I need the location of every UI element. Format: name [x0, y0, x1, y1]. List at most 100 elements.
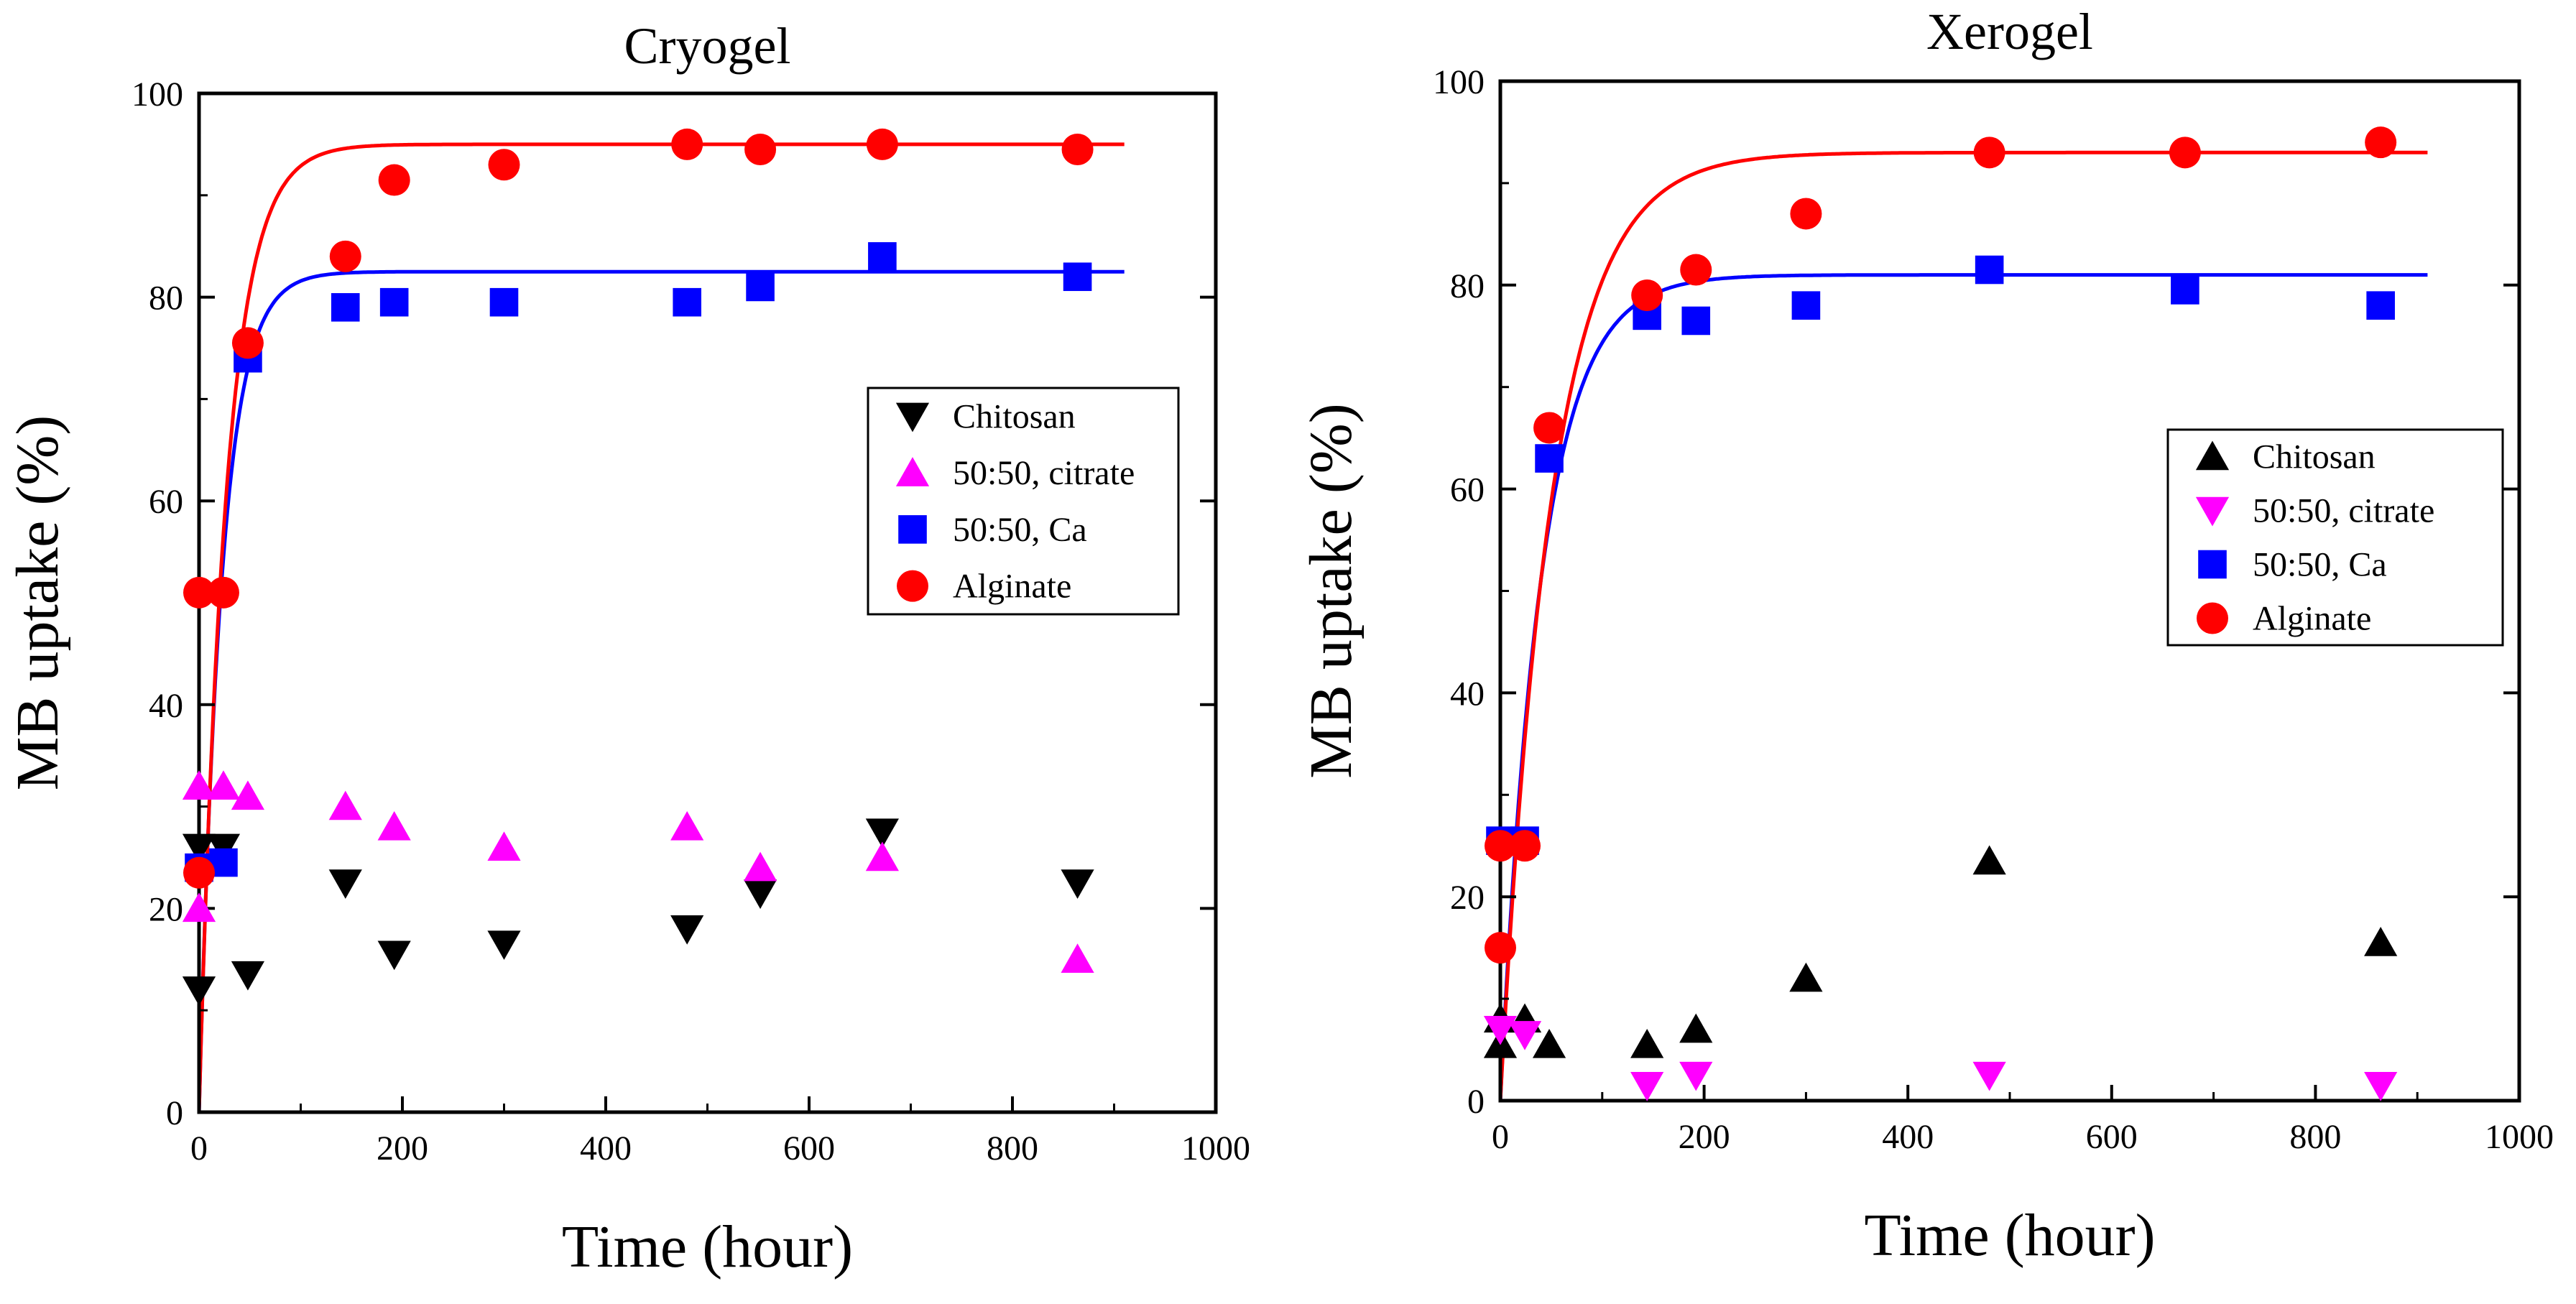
cryogel-legend-label: 50:50, Ca [953, 511, 1087, 549]
cryogel-point-50-50-citrate [206, 770, 241, 800]
xerogel-point-50-50-ca [1535, 444, 1564, 473]
cryogel-point-50-50-ca [379, 287, 409, 317]
cryogel-point-50-50-ca [746, 272, 775, 302]
cryogel-xtick-label: 1000 [1181, 1129, 1250, 1167]
xerogel-point-50-50-citrate [1679, 1061, 1713, 1091]
cryogel-point-alginate [183, 576, 215, 609]
cryogel-point-50-50-citrate [182, 770, 216, 800]
xerogel-point-chitosan [1789, 962, 1823, 992]
xerogel-xtick-label: 0 [1492, 1118, 1509, 1156]
xerogel-legend-marker [2198, 550, 2227, 579]
xerogel-point-chitosan [1532, 1028, 1566, 1058]
cryogel-point-chitosan [328, 869, 362, 899]
cryogel-point-50-50-ca [673, 287, 701, 317]
cryogel-point-50-50-ca [489, 287, 519, 317]
cryogel-point-alginate [744, 133, 777, 165]
cryogel-point-chitosan [182, 976, 216, 1006]
cryogel-point-50-50-ca [1063, 262, 1092, 292]
cryogel-xtick-label: 0 [190, 1129, 208, 1167]
cryogel-point-alginate [378, 164, 410, 196]
cryogel-point-50-50-citrate [1061, 943, 1094, 973]
cryogel-point-alginate [207, 576, 239, 609]
cryogel-y-axis-label: MB uptake (%) [4, 415, 71, 791]
xerogel-y-axis-label: MB uptake (%) [1298, 403, 1365, 779]
cryogel-point-50-50-citrate [743, 851, 777, 882]
xerogel-xtick-label: 800 [2289, 1118, 2341, 1156]
cryogel-point-50-50-ca [868, 242, 897, 271]
cryogel-legend-marker [897, 570, 928, 602]
cryogel-xtick-label: 200 [377, 1129, 428, 1167]
cryogel-point-50-50-ca [331, 292, 360, 322]
cryogel-legend-label: Alginate [953, 568, 1071, 606]
xerogel-point-50-50-ca [2171, 276, 2199, 305]
cryogel-fit-line-3 [197, 142, 1125, 1113]
xerogel-point-chitosan [1972, 845, 2006, 875]
cryogel-legend: Chitosan 50:50, citrate 50:50, Ca Alginate [867, 387, 1180, 616]
xerogel-ytick-label: 100 [1433, 63, 1485, 101]
xerogel-xtick-label: 600 [2086, 1118, 2138, 1156]
cryogel-xtick-label: 400 [580, 1129, 632, 1167]
cryogel-point-alginate [1061, 133, 1094, 165]
cryogel-point-alginate [488, 149, 520, 181]
cryogel-point-50-50-citrate [670, 810, 704, 841]
xerogel-legend: Chitosan 50:50, citrate 50:50, Ca Alginate [2166, 428, 2504, 647]
xerogel-fit-line-2 [1498, 273, 2428, 1101]
xerogel-point-alginate [1485, 830, 1516, 862]
xerogel-ytick-label: 40 [1450, 675, 1485, 713]
cryogel-ytick-label: 40 [149, 687, 183, 725]
xerogel-point-alginate [1631, 279, 1663, 311]
xerogel-xtick-label: 1000 [2485, 1118, 2554, 1156]
xerogel-point-alginate [2365, 126, 2397, 159]
xerogel-legend-marker [2197, 602, 2228, 634]
cryogel-point-chitosan [743, 879, 777, 910]
xerogel-xtick-label: 200 [1679, 1118, 1730, 1156]
cryogel-point-50-50-citrate [328, 790, 362, 820]
cryogel-point-alginate [866, 128, 898, 160]
xerogel-point-50-50-citrate [1630, 1072, 1664, 1101]
cryogel-point-alginate [231, 327, 264, 359]
xerogel-point-alginate [1973, 137, 2005, 169]
cryogel-point-chitosan [182, 833, 216, 864]
cryogel-point-chitosan [377, 940, 411, 971]
cryogel-point-alginate [671, 128, 703, 160]
xerogel-fit-line-3 [1498, 150, 2428, 1101]
xerogel-legend-marker [2195, 440, 2230, 471]
cryogel-xtick-label: 600 [783, 1129, 835, 1167]
xerogel-point-alginate [1533, 412, 1566, 444]
cryogel-point-50-50-citrate [487, 831, 521, 861]
xerogel-legend-marker [2195, 496, 2230, 527]
cryogel-xtick-label: 800 [987, 1129, 1038, 1167]
cryogel-point-chitosan [231, 961, 265, 991]
cryogel-point-50-50-citrate [377, 810, 411, 841]
xerogel-legend-label: 50:50, citrate [2253, 492, 2434, 530]
cryogel-point-50-50-citrate [182, 892, 216, 922]
xerogel-point-50-50-ca [1791, 291, 1821, 320]
cryogel-ytick-label: 100 [131, 75, 183, 114]
xerogel-ytick-label: 20 [1450, 879, 1485, 917]
xerogel-point-alginate [1680, 254, 1712, 286]
xerogel-legend-label: Chitosan [2253, 438, 2376, 476]
xerogel-point-50-50-citrate [2364, 1072, 2398, 1101]
cryogel-point-alginate [329, 240, 361, 272]
xerogel-point-alginate [1790, 198, 1822, 230]
xerogel-point-50-50-citrate [1483, 1015, 1518, 1045]
xerogel-ytick-label: 0 [1467, 1083, 1485, 1121]
cryogel-fit-line-2 [197, 269, 1125, 1113]
cryogel-point-50-50-citrate [865, 841, 899, 871]
xerogel-point-alginate [2169, 137, 2201, 169]
cryogel-point-chitosan [670, 915, 704, 945]
cryogel-ytick-label: 80 [149, 279, 183, 318]
xerogel-point-chitosan [1679, 1013, 1713, 1043]
xerogel-ytick-label: 80 [1450, 267, 1485, 305]
xerogel-point-chitosan [1630, 1028, 1664, 1058]
cryogel-point-chitosan [865, 818, 899, 848]
cryogel-point-chitosan [1061, 869, 1094, 899]
cryogel-legend-marker [895, 457, 930, 486]
xerogel-point-50-50-ca [1975, 255, 2004, 285]
xerogel-legend-label: Alginate [2253, 600, 2371, 638]
cryogel-legend-label: 50:50, citrate [953, 454, 1135, 492]
xerogel-point-chitosan [2364, 927, 2398, 956]
xerogel-point-50-50-citrate [1508, 1021, 1542, 1050]
